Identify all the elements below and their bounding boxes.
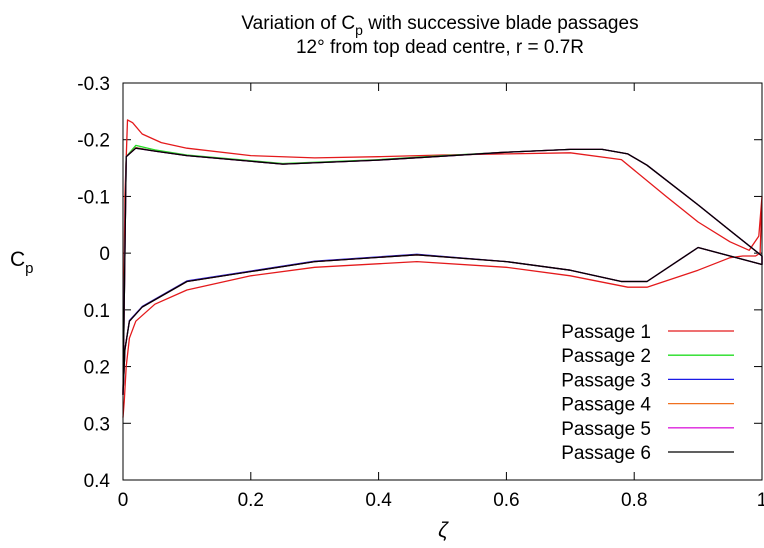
series-line-passage-6 (122, 147, 763, 395)
x-tick-label: 1 (757, 490, 764, 511)
x-tick-label: 0 (118, 490, 129, 511)
chart-subtitle: 12° from top dead centre, r = 0.7R (296, 37, 584, 58)
x-tick-label: 0.6 (493, 490, 519, 511)
series-line-passage-2 (122, 144, 763, 395)
series-line-passage-4 (122, 147, 763, 395)
legend-label-passage-4: Passage 4 (561, 395, 651, 416)
chart-title-prefix: Variation of C (241, 13, 355, 34)
y-tick-label: 0.3 (84, 414, 110, 435)
x-axis-label: ζ (438, 519, 449, 542)
x-tick-label: 0.8 (621, 490, 647, 511)
y-axis-label-main: C (10, 248, 25, 271)
legend-label-passage-6: Passage 6 (561, 443, 651, 464)
y-tick-label: -0.1 (77, 187, 110, 208)
y-tick-label: 0.4 (84, 471, 111, 492)
x-tick-label: 0.2 (238, 490, 264, 511)
legend-label-passage-3: Passage 3 (561, 370, 651, 391)
series-line-passage-3 (122, 147, 763, 395)
series-lines (122, 119, 763, 418)
y-axis-label: Cp (10, 248, 34, 277)
series-line-passage-5 (122, 147, 763, 395)
y-tick-label: 0.2 (84, 358, 110, 379)
chart-title-suffix: with successive blade passages (363, 13, 639, 34)
chart-title-sub: p (355, 22, 363, 38)
chart-title: Variation of Cp with successive blade pa… (241, 13, 638, 38)
legend-label-passage-5: Passage 5 (561, 419, 651, 440)
y-tick-label: -0.2 (77, 131, 110, 152)
y-tick-label: 0.1 (84, 301, 110, 322)
legend-label-passage-1: Passage 1 (561, 322, 651, 343)
y-axis-label-sub: p (25, 260, 33, 277)
x-tick-label: 0.4 (365, 490, 392, 511)
plot-frame (122, 82, 763, 481)
legend: Passage 1 Passage 2 Passage 3 Passage 4 Pass… (561, 322, 734, 464)
axis-ticks: -0.3 -0.2 -0.1 0 0.1 0.2 0.3 0.4 0 0.2 0.4 0.6 0.8 1 (77, 74, 764, 511)
y-tick-label: -0.3 (77, 74, 110, 95)
y-tick-label: 0 (99, 244, 110, 265)
legend-label-passage-2: Passage 2 (561, 346, 651, 367)
